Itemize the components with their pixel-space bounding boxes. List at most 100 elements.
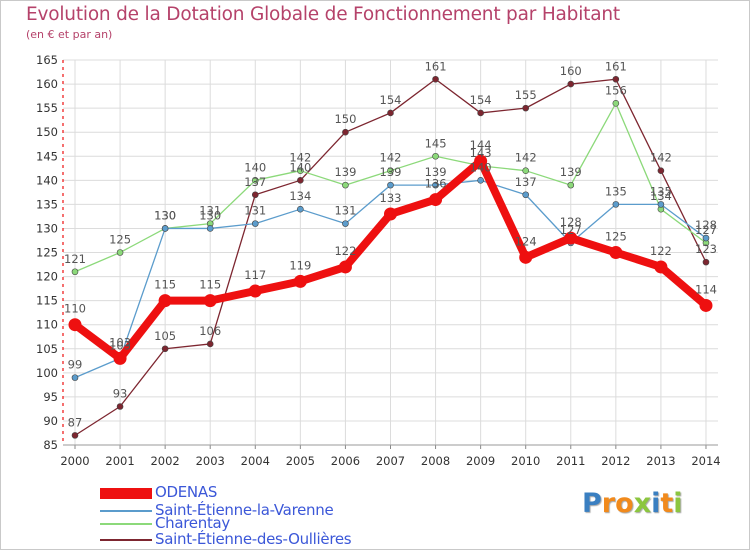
data-label-saint-etienne-des-oullieres: 140 <box>289 160 311 174</box>
point-saint-etienne-la-varenne <box>161 225 169 232</box>
data-label-saint-etienne-la-varenne: 130 <box>199 208 221 222</box>
x-tick-label: 2013 <box>646 454 675 468</box>
point-saint-etienne-la-varenne <box>251 220 259 227</box>
y-tick-label: 85 <box>43 438 58 452</box>
data-label-saint-etienne-des-oullieres: 150 <box>334 112 356 126</box>
legend-label-charentay: Charentay <box>155 514 230 532</box>
point-saint-etienne-la-varenne <box>432 181 439 189</box>
y-tick-label: 145 <box>36 149 58 163</box>
x-tick-label: 2002 <box>150 454 179 468</box>
point-saint-etienne-des-oullieres <box>342 128 349 136</box>
point-saint-etienne-des-oullieres <box>206 340 214 348</box>
data-label-saint-etienne-des-oullieres: 154 <box>470 93 492 107</box>
y-tick-label: 105 <box>36 342 58 356</box>
point-saint-etienne-des-oullieres <box>702 258 710 266</box>
data-label-charentay: 139 <box>560 165 582 179</box>
point-odenas <box>519 250 533 264</box>
point-odenas <box>248 284 262 298</box>
point-saint-etienne-des-oullieres <box>71 432 79 439</box>
point-charentay <box>432 152 439 160</box>
point-saint-etienne-la-varenne <box>477 177 484 184</box>
data-label-odenas: 115 <box>154 278 176 292</box>
point-odenas <box>68 318 82 332</box>
logo-letter: t <box>660 488 674 519</box>
data-label-odenas: 128 <box>560 215 582 229</box>
data-label-saint-etienne-des-oullieres: 137 <box>244 175 266 189</box>
x-tick-label: 2012 <box>601 454 630 468</box>
data-label-odenas: 103 <box>109 335 131 349</box>
point-saint-etienne-des-oullieres <box>297 177 304 184</box>
point-saint-etienne-la-varenne <box>387 181 394 189</box>
x-tick-label: 2003 <box>196 454 225 468</box>
x-tick-label: 2005 <box>286 454 315 468</box>
point-charentay <box>612 100 620 107</box>
x-tick-label: 2009 <box>466 454 495 468</box>
data-label-saint-etienne-la-varenne: 134 <box>289 189 311 203</box>
point-odenas <box>158 294 172 308</box>
point-charentay <box>387 167 394 174</box>
point-saint-etienne-la-varenne <box>297 205 304 213</box>
point-charentay <box>567 181 575 189</box>
data-label-charentay: 145 <box>425 136 447 150</box>
data-label-saint-etienne-la-varenne: 137 <box>515 175 537 189</box>
x-tick-label: 2014 <box>691 454 720 468</box>
data-label-charentay: 131 <box>199 204 221 218</box>
point-charentay <box>342 181 349 189</box>
y-tick-label: 90 <box>43 414 58 428</box>
data-label-saint-etienne-des-oullieres: 154 <box>380 93 402 107</box>
point-odenas <box>699 298 713 312</box>
data-label-saint-etienne-la-varenne: 139 <box>380 165 402 179</box>
y-tick-label: 95 <box>43 390 58 404</box>
y-tick-label: 160 <box>36 77 58 91</box>
x-tick-label: 2006 <box>331 454 360 468</box>
logo-letter: r <box>601 488 616 519</box>
y-tick-label: 130 <box>36 221 58 235</box>
data-label-saint-etienne-la-varenne: 135 <box>605 184 627 198</box>
data-label-charentay: 139 <box>334 165 356 179</box>
data-label-odenas: 122 <box>334 244 356 258</box>
x-tick-label: 2000 <box>60 454 89 468</box>
proxiti-logo: Proxiti <box>582 488 683 519</box>
point-saint-etienne-des-oullieres <box>522 104 530 112</box>
legend-label-odenas: ODENAS <box>155 483 218 501</box>
data-label-saint-etienne-la-varenne: 135 <box>650 184 672 198</box>
series-layer <box>68 75 713 439</box>
y-tick-label: 135 <box>36 197 58 211</box>
data-label-charentay: 142 <box>380 151 402 165</box>
data-label-saint-etienne-des-oullieres: 161 <box>425 59 447 73</box>
legend-swatch-saint-etienne-la-varenne <box>100 510 152 512</box>
data-label-charentay: 142 <box>515 151 537 165</box>
point-saint-etienne-des-oullieres <box>251 191 259 199</box>
data-label-charentay: 134 <box>650 189 672 203</box>
logo-letter: o <box>615 488 634 519</box>
point-saint-etienne-la-varenne <box>206 225 214 232</box>
point-saint-etienne-la-varenne <box>612 201 620 208</box>
point-saint-etienne-la-varenne <box>702 234 710 242</box>
x-tick-label: 2004 <box>241 454 270 468</box>
data-label-odenas: 125 <box>605 230 627 244</box>
y-tick-label: 165 <box>36 53 58 67</box>
point-saint-etienne-des-oullieres <box>432 75 439 83</box>
data-label-charentay: 143 <box>470 146 492 160</box>
x-tick-label: 2010 <box>511 454 540 468</box>
data-label-saint-etienne-des-oullieres: 87 <box>68 415 83 429</box>
data-label-charentay: 121 <box>64 252 86 266</box>
legend-swatch-odenas <box>100 488 152 499</box>
point-odenas <box>609 246 623 259</box>
data-label-saint-etienne-des-oullieres: 93 <box>113 387 128 401</box>
data-label-saint-etienne-la-varenne: 130 <box>154 208 176 222</box>
point-saint-etienne-la-varenne <box>657 201 665 208</box>
point-odenas <box>474 154 488 168</box>
point-charentay <box>71 268 79 276</box>
axis-layer: 85 90 95 100 105 110 115 120 125 130 135 140 145 150 1… <box>36 53 721 468</box>
data-label-saint-etienne-la-varenne: 140 <box>470 160 492 174</box>
data-label-saint-etienne-des-oullieres: 142 <box>650 151 672 165</box>
data-label-charentay: 125 <box>109 233 131 247</box>
data-label-saint-etienne-des-oullieres: 161 <box>605 59 627 73</box>
data-label-odenas: 119 <box>289 258 311 272</box>
legend-label-saint-etienne-la-varenne: Saint-Étienne-la-Varenne <box>155 501 334 519</box>
data-label-odenas: 117 <box>244 268 266 282</box>
